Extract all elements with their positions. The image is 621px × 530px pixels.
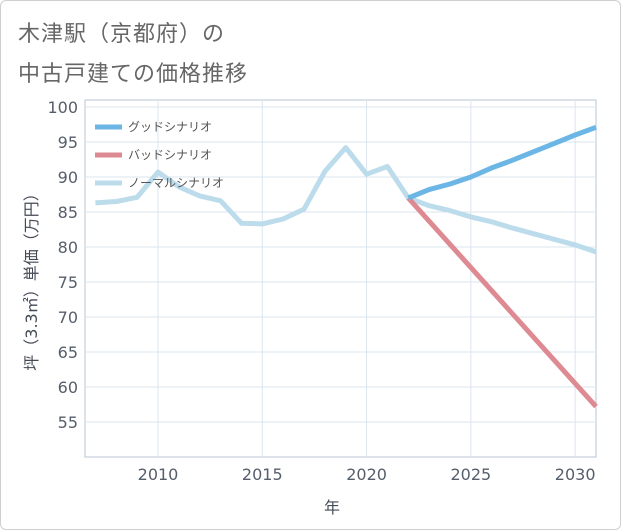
y-tick-label-90: 90 <box>58 168 78 187</box>
grid-lines <box>85 100 596 457</box>
y-tick-label-80: 80 <box>58 238 78 257</box>
x-tick-label-2015: 2015 <box>242 465 283 484</box>
series-lines <box>95 124 598 409</box>
legend-label-1: バッドシナリオ <box>128 148 212 162</box>
y-tick-label-70: 70 <box>58 308 78 327</box>
series-line-1 <box>406 196 598 409</box>
y-tick-label-95: 95 <box>58 133 78 152</box>
x-tick-label-2010: 2010 <box>138 465 179 484</box>
x-tick-label-2030: 2030 <box>555 465 596 484</box>
chart-title-line1: 木津駅（京都府）の <box>18 22 226 47</box>
x-tick-labels: 2010 2015 2020 2025 2030 <box>138 465 596 484</box>
legend-label-2: ノーマルシナリオ <box>128 176 224 190</box>
y-tick-label-85: 85 <box>58 203 78 222</box>
x-tick-label-2020: 2020 <box>346 465 387 484</box>
series-line-2 <box>95 145 597 255</box>
chart-title-line2: 中古戸建ての価格推移 <box>18 62 249 87</box>
y-axis-label: 坪（3.3㎡）単価（万円） <box>22 185 41 370</box>
series-line-0 <box>407 124 597 201</box>
y-tick-label-65: 65 <box>58 343 78 362</box>
y-tick-label-100: 100 <box>47 98 78 117</box>
y-tick-label-60: 60 <box>58 378 78 397</box>
x-tick-label-2025: 2025 <box>450 465 491 484</box>
y-tick-label-75: 75 <box>58 273 78 292</box>
x-axis-label: 年 <box>324 498 340 517</box>
y-tick-label-55: 55 <box>58 413 78 432</box>
legend-label-0: グッドシナリオ <box>128 120 212 134</box>
y-tick-labels: 55 60 65 70 75 80 85 90 95 100 <box>47 98 78 432</box>
